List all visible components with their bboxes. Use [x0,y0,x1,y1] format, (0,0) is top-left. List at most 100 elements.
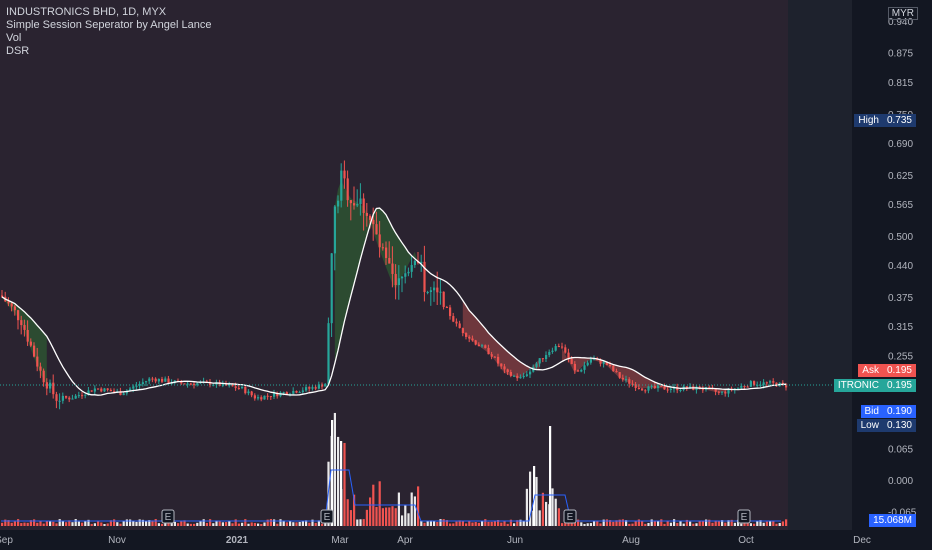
trend-band [2,296,47,385]
candle-body [1,295,4,297]
volume-bar [349,510,352,526]
volume-bar [113,519,116,526]
volume-bar [7,520,10,526]
candle-body [484,345,487,348]
earnings-marker[interactable] [737,509,751,524]
candle-body [308,387,311,389]
candle-body [785,383,788,388]
volume-bar [218,520,221,526]
candle-body [154,378,157,382]
earnings-marker[interactable] [320,509,334,524]
indicator-dsr[interactable]: DSR [6,45,30,57]
volume-bar [740,523,743,526]
price-tick-label: 0.315 [888,322,913,333]
future-area [788,0,852,530]
candle-body [340,170,343,201]
volume-bar [247,523,250,526]
volume-bar [388,507,391,526]
candle-body [650,385,653,387]
candle-body [381,247,384,249]
candle-body [132,386,135,389]
candle-body [641,388,644,391]
volume-bar [756,521,759,526]
volume-bar [346,499,349,526]
volume-bar [535,476,538,526]
volume-bar [637,519,640,526]
candle-body [564,347,567,353]
candle-body [209,381,212,386]
candle-body [7,301,10,304]
volume-bar [276,523,279,526]
candle-body [138,384,141,386]
time-tick-label: Aug [622,535,640,546]
candle-body [148,378,151,382]
candle-body [717,391,720,393]
volume-bar [458,520,461,526]
volume-bar [52,521,55,526]
volume-bar [116,522,119,526]
candle-body [679,389,682,391]
volume-bar [468,521,471,526]
candle-body [471,338,474,341]
candle-body [157,378,160,382]
volume-bar [234,519,237,526]
volume-bar [17,519,20,526]
volume-bar [708,519,711,526]
candle-body [327,323,330,385]
volume-bar [20,523,23,526]
volume-bar [557,508,560,526]
volume-bar [554,498,557,526]
candle-body [42,370,45,383]
candle-body [602,361,605,364]
candle-body [756,384,759,386]
volume-bar [375,506,378,526]
symbol-price-tag: ITRONIC 0.195 [833,379,916,392]
volume-bar [205,522,208,526]
candle-body [113,391,116,393]
volume-bar [509,519,512,526]
volume-bar [385,507,388,526]
candle-body [525,374,528,376]
trend-band [462,300,540,379]
earnings-marker[interactable] [161,509,175,524]
candle-body [445,306,448,308]
earnings-marker[interactable] [563,509,577,524]
volume-bar [141,519,144,526]
candle-body [586,362,589,366]
volume-bar [321,523,324,526]
candle-body [186,383,189,385]
candle-body [285,392,288,395]
candle-body [429,290,432,292]
candle-body [263,395,266,400]
volume-bar [151,520,154,526]
candle-body [625,379,628,381]
trend-band [334,180,418,364]
currency-label[interactable]: MYR [887,7,918,20]
volume-bar [29,520,32,526]
volume-bar [23,522,26,526]
candle-body [708,387,711,389]
candle-body [87,390,90,395]
candle-body [253,395,256,399]
candle-body [413,260,416,266]
volume-bar [785,519,788,526]
volume-bar [333,412,336,526]
volume-bar [705,519,708,526]
volume-bar [1,522,4,526]
indicator-session-separator[interactable]: Simple Session Seperator by Angel Lance [6,19,212,31]
candle-body [666,389,669,391]
volume-bar [724,522,727,526]
bid-tag-label: Bid [860,405,883,418]
candle-body [269,396,272,398]
volume-bar [241,522,244,526]
time-tick-label: Oct [738,535,754,546]
volume-bar [397,492,400,526]
volume-bar [698,520,701,526]
candle-body [36,356,39,367]
volume-bar [154,519,157,526]
volume-bar [132,520,135,526]
volume-bar [407,513,410,526]
indicator-volume[interactable]: Vol [6,32,22,44]
volume-bar [455,521,458,526]
